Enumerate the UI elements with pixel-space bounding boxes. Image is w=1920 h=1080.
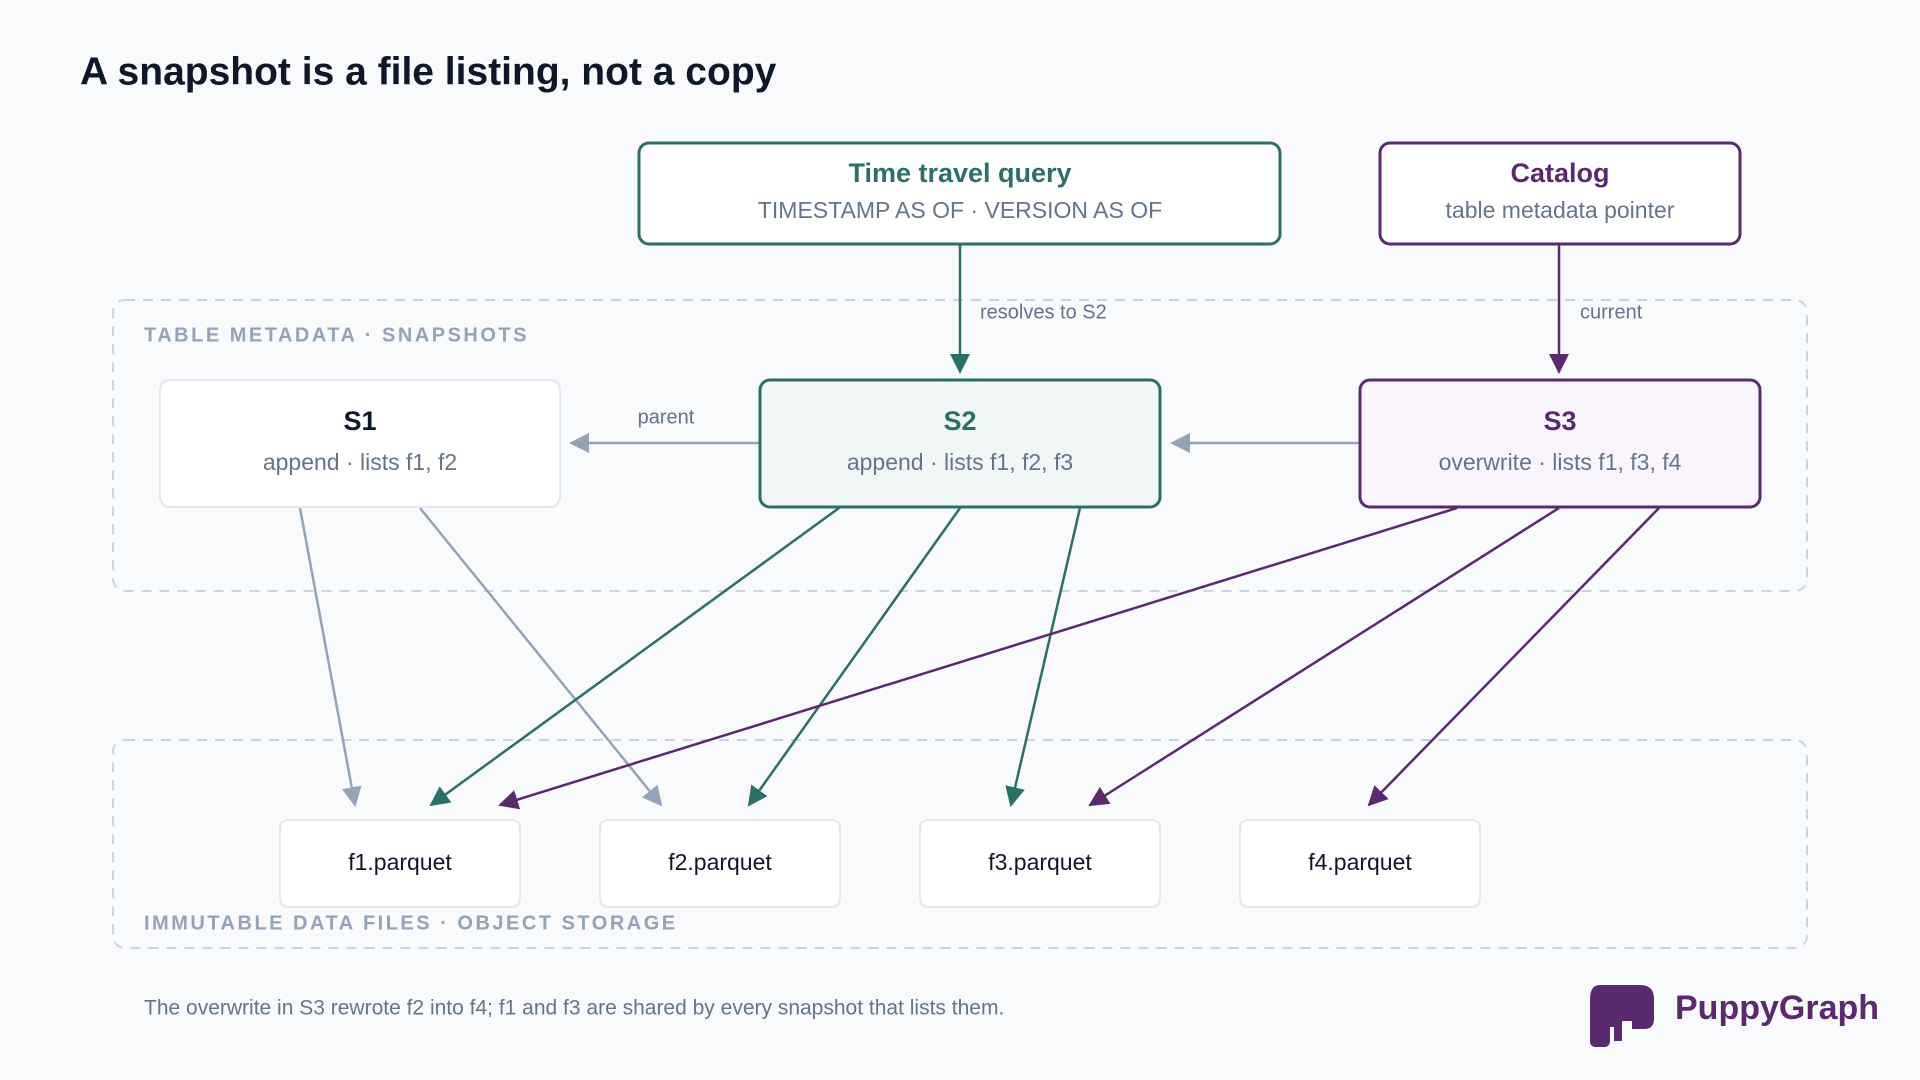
edge — [747, 507, 962, 807]
brand-name: PuppyGraph — [1675, 989, 1879, 1027]
snapshot-name: S1 — [343, 406, 376, 436]
edge — [1367, 507, 1660, 807]
file-name: f2.parquet — [668, 849, 772, 875]
file-box — [279, 819, 521, 908]
snapshot-detail: overwrite · lists f1, f3, f4 — [1439, 449, 1682, 475]
file-name: f1.parquet — [348, 849, 452, 875]
edges — [298, 244, 1660, 810]
query-subtitle: TIMESTAMP AS OF · VERSION AS OF — [758, 197, 1162, 223]
section-label: IMMUTABLE DATA FILES · OBJECT STORAGE — [144, 912, 678, 934]
file-name: f3.parquet — [988, 849, 1092, 875]
edge — [429, 506, 840, 807]
edge-label: resolves to S2 — [980, 301, 1107, 323]
snapshot-box — [159, 379, 561, 508]
title: A snapshot is a file listing, not a copy — [80, 50, 777, 93]
snapshot-detail: append · lists f1, f2 — [263, 449, 457, 475]
edge-label: parent — [638, 406, 695, 428]
files-region — [112, 739, 1808, 949]
edge — [498, 506, 1458, 810]
file-name: f4.parquet — [1308, 849, 1412, 875]
edge — [1088, 506, 1560, 807]
snapshot-name: S2 — [943, 406, 976, 436]
file-box — [1239, 819, 1481, 908]
snapshot-box — [758, 378, 1162, 509]
snapshot-detail: append · lists f1, f2, f3 — [847, 449, 1073, 475]
catalog-box — [1378, 141, 1742, 246]
edge — [419, 507, 663, 807]
logo-icon — [1590, 985, 1654, 1047]
catalog-subtitle: table metadata pointer — [1446, 197, 1675, 223]
section-label: TABLE METADATA · SNAPSHOTS — [144, 324, 529, 346]
snapshot-name: S3 — [1543, 406, 1576, 436]
query-box — [637, 141, 1282, 246]
file-box — [599, 819, 841, 908]
brand-logo: PuppyGraph — [1590, 985, 1879, 1047]
edge-label: current — [1580, 301, 1643, 323]
file-box — [919, 819, 1161, 908]
edge — [1005, 507, 1082, 807]
catalog-title: Catalog — [1510, 158, 1609, 188]
snapshot-box — [1358, 378, 1762, 509]
query-title: Time travel query — [848, 158, 1071, 188]
footer-note: The overwrite in S3 rewrote f2 into f4; … — [144, 997, 1004, 1020]
edge — [298, 507, 362, 807]
